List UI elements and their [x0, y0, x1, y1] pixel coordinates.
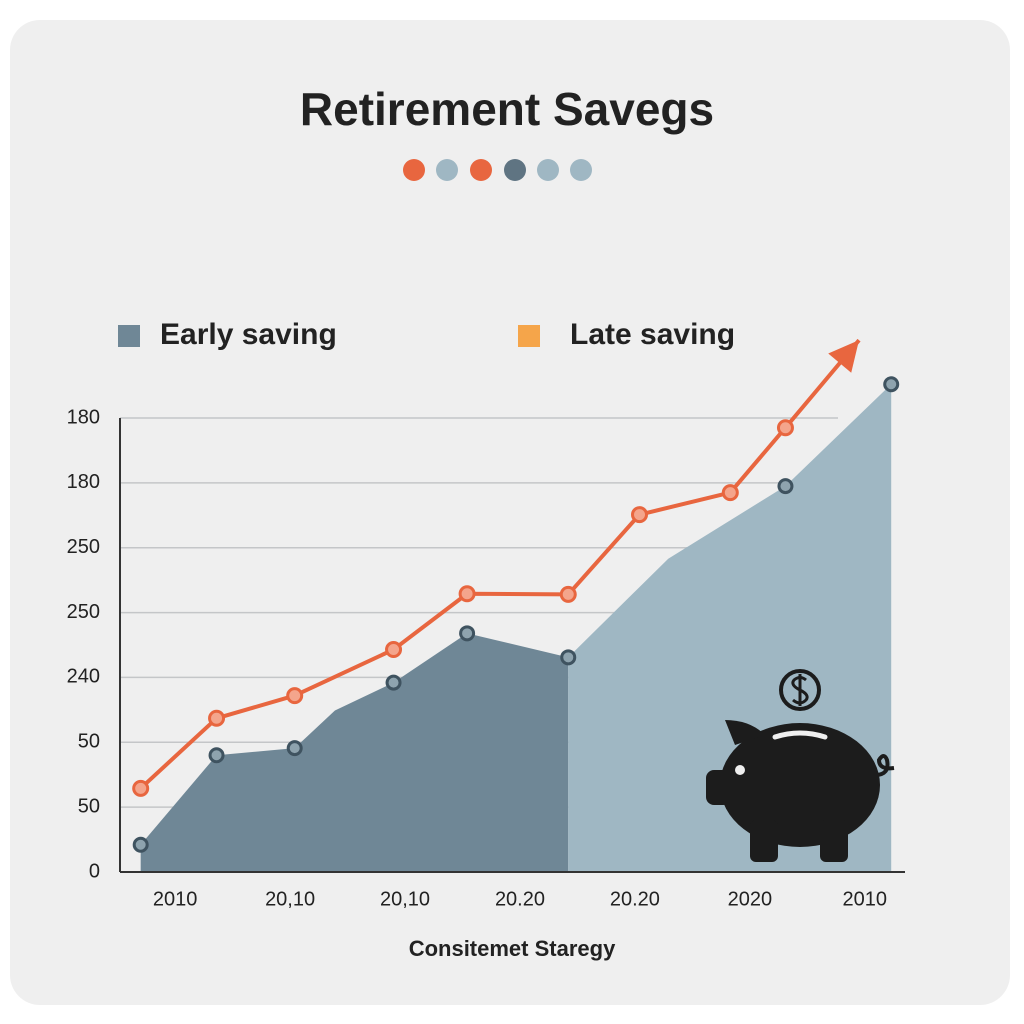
- x-tick-label: 20.20: [495, 888, 545, 910]
- point: [559, 585, 577, 603]
- point: [208, 709, 226, 727]
- legend-swatch: [518, 325, 540, 347]
- arrow-head: [828, 340, 860, 373]
- y-tick-label: 250: [67, 536, 100, 558]
- y-tick-label: 240: [67, 666, 100, 688]
- point: [132, 836, 149, 853]
- point: [776, 419, 794, 437]
- point: [385, 641, 403, 659]
- point: [560, 649, 577, 666]
- point: [132, 779, 150, 797]
- point: [883, 376, 900, 393]
- point: [458, 585, 476, 603]
- y-tick-label: 50: [78, 795, 100, 817]
- x-tick-label: 2010: [843, 888, 888, 910]
- point: [286, 687, 304, 705]
- point: [631, 506, 649, 524]
- point: [286, 740, 303, 757]
- area: [140, 633, 569, 872]
- y-tick-label: 180: [67, 406, 100, 428]
- x-tick-label: 20,10: [380, 888, 430, 910]
- x-tick-label: 20,10: [265, 888, 315, 910]
- line: [139, 338, 861, 790]
- legend-swatch: [118, 325, 140, 347]
- chart-title: Retirement Savegs: [300, 83, 714, 135]
- point: [459, 625, 476, 642]
- y-tick-label: 250: [67, 601, 100, 623]
- x-tick-label: 2020: [728, 888, 773, 910]
- legend-label: Late saving: [570, 318, 735, 351]
- point: [208, 747, 225, 764]
- y-tick-label: 50: [78, 731, 100, 753]
- legend-label: Early saving: [160, 318, 337, 351]
- point: [777, 478, 794, 495]
- x-axis-label: Consitemet Staregy: [409, 936, 616, 961]
- point: [385, 674, 402, 691]
- decor-dots: [403, 159, 592, 181]
- x-tick-label: 2010: [153, 888, 198, 910]
- point: [721, 484, 739, 502]
- x-tick-label: 20.20: [610, 888, 660, 910]
- piggy-bank-icon: [706, 669, 895, 862]
- y-tick-label: 180: [67, 471, 100, 493]
- y-tick-label: 0: [89, 860, 100, 882]
